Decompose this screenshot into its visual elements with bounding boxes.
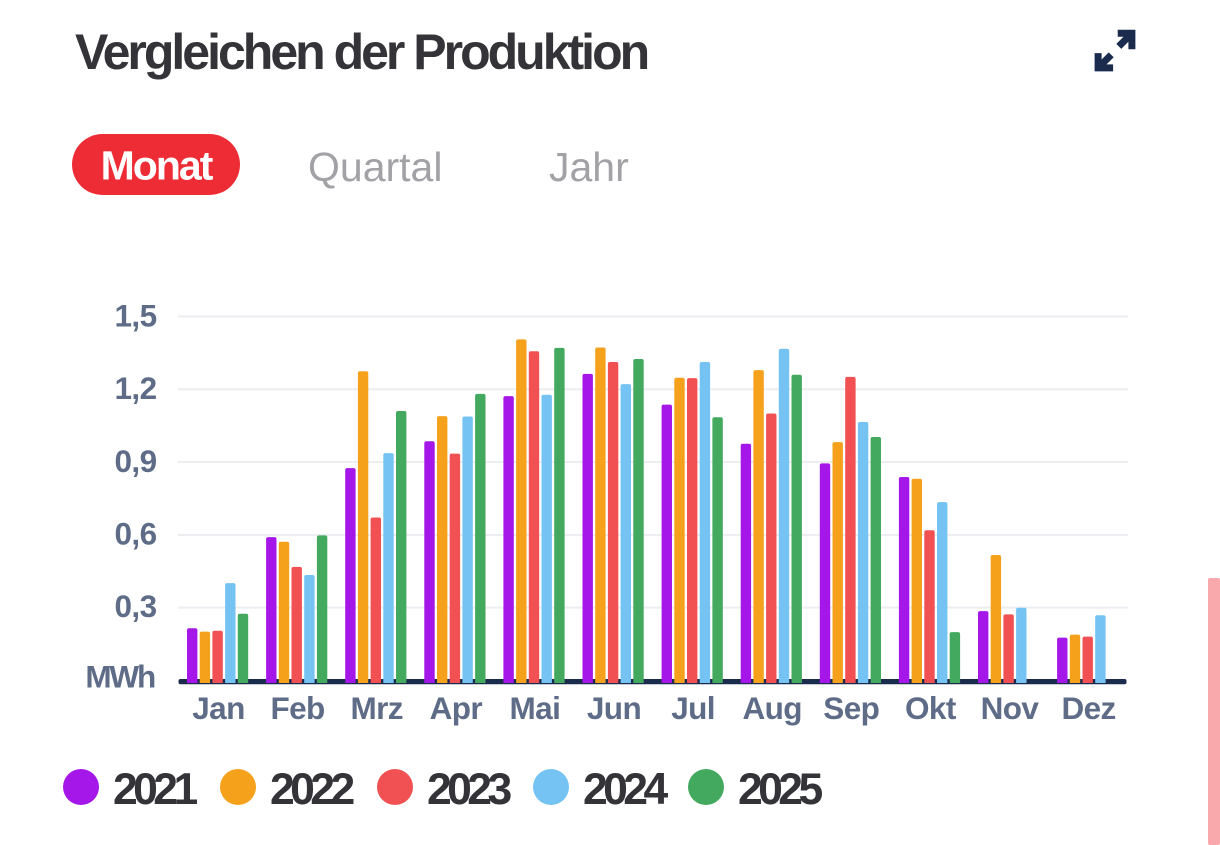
svg-text:MWh: MWh <box>85 659 155 695</box>
svg-text:1,5: 1,5 <box>115 297 157 333</box>
svg-text:Nov: Nov <box>981 690 1040 726</box>
svg-text:Dez: Dez <box>1061 690 1115 726</box>
svg-text:Jan: Jan <box>192 690 244 726</box>
svg-text:Aug: Aug <box>742 690 801 726</box>
svg-text:Sep: Sep <box>823 690 879 726</box>
svg-text:Jul: Jul <box>671 690 715 726</box>
svg-text:1,2: 1,2 <box>115 370 157 406</box>
svg-text:Mrz: Mrz <box>350 690 402 726</box>
svg-text:0,3: 0,3 <box>115 588 157 624</box>
svg-text:Okt: Okt <box>905 690 957 726</box>
svg-text:Mai: Mai <box>510 690 561 726</box>
svg-text:0,6: 0,6 <box>115 516 157 552</box>
svg-text:Jun: Jun <box>587 690 641 726</box>
svg-text:Feb: Feb <box>270 690 324 726</box>
svg-text:0,9: 0,9 <box>115 443 157 479</box>
svg-text:Apr: Apr <box>430 690 483 726</box>
